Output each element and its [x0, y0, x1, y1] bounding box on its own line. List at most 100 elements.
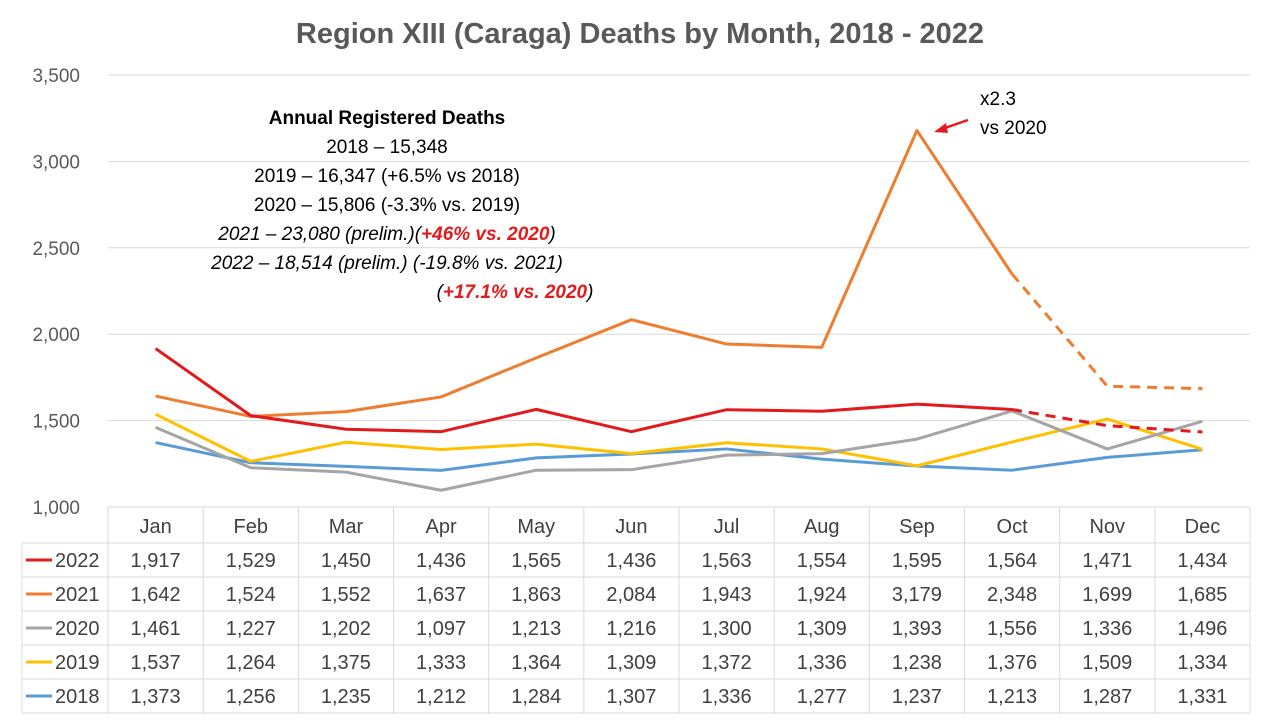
- data-cell: 1,563: [702, 550, 752, 572]
- data-cell: 1,524: [226, 584, 276, 606]
- data-cell: 1,333: [416, 652, 466, 674]
- data-cell: 1,212: [416, 686, 466, 708]
- annotation-title: Annual Registered Deaths: [269, 108, 506, 129]
- x-tick-label: Aug: [804, 516, 840, 538]
- data-cell: 1,364: [511, 652, 561, 674]
- legend-label: 2020: [55, 618, 100, 640]
- legend-label: 2018: [55, 686, 100, 708]
- chart-title: Region XIII (Caraga) Deaths by Month, 20…: [296, 18, 984, 50]
- data-cell: 1,277: [797, 686, 847, 708]
- data-cell: 1,637: [416, 584, 466, 606]
- peak-label-line2: vs 2020: [980, 118, 1047, 139]
- x-tick-label: Sep: [899, 516, 935, 538]
- y-tick-label: 3,500: [32, 66, 80, 87]
- data-cell: 1,554: [797, 550, 847, 572]
- annotation-2018: 2018 – 15,348: [326, 137, 448, 158]
- series-line-2021-prelim: [1010, 273, 1203, 391]
- y-tick-label: 1,500: [32, 412, 80, 433]
- annotation-2022: 2022 – 18,514 (prelim.) (-19.8% vs. 2021…: [210, 253, 563, 274]
- data-cell: 1,943: [702, 584, 752, 606]
- data-cell: 1,496: [1177, 618, 1227, 640]
- data-cell: 1,213: [511, 618, 561, 640]
- data-cell: 1,336: [1082, 618, 1132, 640]
- data-cell: 1,372: [702, 652, 752, 674]
- data-cell: 1,238: [892, 652, 942, 674]
- x-tick-label: Jun: [615, 516, 647, 538]
- peak-arrowhead: [934, 123, 948, 133]
- x-tick-label: Oct: [997, 516, 1029, 538]
- data-cell: 1,537: [131, 652, 181, 674]
- data-cell: 3,179: [892, 584, 942, 606]
- annotation-2019: 2019 – 16,347 (+6.5% vs 2018): [254, 166, 520, 187]
- series-line-2021: [155, 128, 1014, 418]
- x-tick-label: Jul: [714, 516, 740, 538]
- series-lines: [154, 128, 1203, 492]
- data-cell: 1,450: [321, 550, 371, 572]
- data-cell: 1,595: [892, 550, 942, 572]
- data-cell: 1,309: [606, 652, 656, 674]
- y-axis: 1,000 1,500 2,000 2,500 3,000 3,500: [32, 66, 80, 519]
- annotation-box: Annual Registered Deaths 2018 – 15,348 2…: [210, 108, 593, 303]
- data-cell: 1,336: [797, 652, 847, 674]
- data-cell: 1,336: [702, 686, 752, 708]
- gridlines: [108, 74, 1250, 508]
- data-cell: 1,375: [321, 652, 371, 674]
- annotation-2020: 2020 – 15,806 (-3.3% vs. 2019): [254, 195, 520, 216]
- x-tick-label: Mar: [329, 516, 364, 538]
- data-cell: 1,097: [416, 618, 466, 640]
- data-cell: 1,373: [131, 686, 181, 708]
- annotation-2022-pct: +17.1% vs. 2020: [443, 282, 588, 303]
- data-cell: 1,685: [1177, 584, 1227, 606]
- legend-label: 2022: [55, 550, 100, 572]
- data-table: Jan Feb Mar Apr May Jun Jul Aug Sep Oct Nov Dec 2022…: [21, 507, 1251, 714]
- data-cell: 1,227: [226, 618, 276, 640]
- data-cell: 1,556: [987, 618, 1037, 640]
- data-cell: 1,529: [226, 550, 276, 572]
- data-cell: 1,434: [1177, 550, 1227, 572]
- data-cell: 1,471: [1082, 550, 1132, 572]
- peak-annotation: x2.3 vs 2020: [934, 89, 1047, 139]
- data-cell: 1,256: [226, 686, 276, 708]
- data-cell: 1,216: [606, 618, 656, 640]
- annotation-2021-main: 2021 – 23,080 (prelim.)(: [217, 224, 422, 245]
- data-cell: 1,699: [1082, 584, 1132, 606]
- data-cell: 1,393: [892, 618, 942, 640]
- data-cell: 1,917: [131, 550, 181, 572]
- y-tick-label: 2,000: [32, 325, 80, 346]
- series-line-2018: [155, 441, 1203, 472]
- data-cell: 1,287: [1082, 686, 1132, 708]
- data-cell: 1,331: [1177, 686, 1227, 708]
- x-tick-label: Feb: [234, 516, 268, 538]
- y-tick-label: 3,000: [32, 152, 80, 173]
- legend-label: 2021: [55, 584, 100, 606]
- data-cell: 1,565: [511, 550, 561, 572]
- data-cell: 1,284: [511, 686, 561, 708]
- annotation-2022-open: (: [437, 282, 445, 303]
- data-cell: 1,300: [702, 618, 752, 640]
- data-cell: 1,376: [987, 652, 1037, 674]
- data-cell: 1,436: [416, 550, 466, 572]
- annotation-2022-close: ): [585, 282, 593, 303]
- series-line-2022: [154, 347, 1013, 434]
- peak-label-line1: x2.3: [980, 89, 1016, 110]
- data-cell: 1,307: [606, 686, 656, 708]
- data-cell: 1,436: [606, 550, 656, 572]
- series-line-2022-prelim: [1011, 408, 1203, 434]
- x-tick-label: Jan: [139, 516, 171, 538]
- annotation-2021-close: ): [547, 224, 555, 245]
- legend-label: 2019: [55, 652, 100, 674]
- data-cell: 1,202: [321, 618, 371, 640]
- data-cell: 1,237: [892, 686, 942, 708]
- data-cell: 1,461: [131, 618, 181, 640]
- annotation-2022-vs2020: (+17.1% vs. 2020): [437, 282, 594, 303]
- x-tick-label: Apr: [426, 516, 457, 538]
- data-cell: 1,924: [797, 584, 847, 606]
- data-cell: 1,309: [797, 618, 847, 640]
- data-cell: 1,213: [987, 686, 1037, 708]
- data-cell: 1,235: [321, 686, 371, 708]
- data-cell: 1,264: [226, 652, 276, 674]
- x-tick-label: Dec: [1185, 516, 1221, 538]
- data-cell: 1,642: [131, 584, 181, 606]
- data-cell: 1,552: [321, 584, 371, 606]
